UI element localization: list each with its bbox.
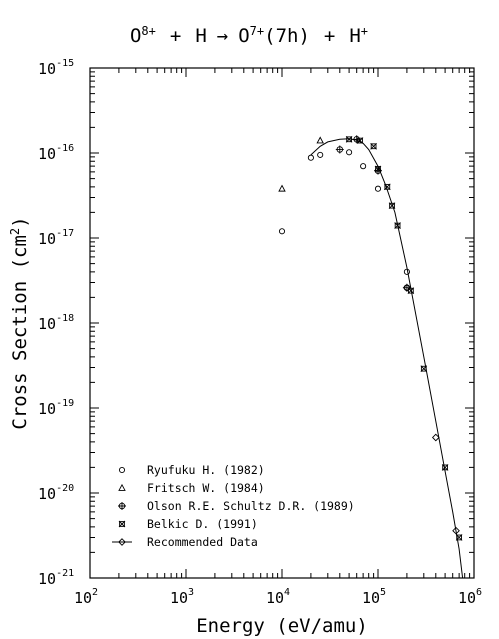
y-axis-label-close: )	[9, 216, 31, 227]
y-tick-label: 10-17	[38, 228, 74, 248]
legend-item: Recommended Data	[112, 535, 258, 549]
title-plus-1: +	[170, 25, 181, 47]
x-tick-label: 104	[266, 587, 290, 607]
data-point-circle	[118, 466, 126, 474]
title-product-atom: H	[349, 25, 360, 47]
data-point-diamond-line	[118, 538, 126, 546]
data-point-x-square	[370, 142, 377, 150]
recommended-curve-layer	[310, 138, 464, 579]
data-point-x-square	[455, 534, 463, 541]
legend: Ryufuku H. (1982) Fritsch W. (1984) Olson …	[112, 463, 355, 549]
title-reactant-ion: O	[130, 25, 141, 47]
data-point-circle	[403, 268, 410, 275]
data-point-circle	[307, 154, 314, 161]
title-product-atom-charge: +	[361, 24, 368, 38]
data-point-x-square	[394, 222, 401, 229]
legend-label: Belkic D. (1991)	[147, 517, 258, 531]
x-tick-labels: 102 103 104 105 106	[74, 587, 482, 607]
data-markers-layer	[278, 135, 463, 541]
legend-item: Fritsch W. (1984)	[118, 481, 265, 495]
data-point-circle	[360, 163, 367, 170]
title-reactant-atom: H	[195, 25, 206, 47]
data-point-triangle	[118, 483, 126, 491]
legend-label: Recommended Data	[147, 535, 258, 549]
x-tick-label: 103	[170, 587, 194, 607]
y-tick-label: 10-18	[38, 313, 74, 333]
y-tick-labels: 10-15 10-16 10-17 10-18 10-19 10-20 10-21	[38, 58, 74, 588]
data-point-diamond-line	[452, 526, 460, 535]
data-point-circle-plus	[118, 502, 126, 510]
legend-label: Ryufuku H. (1982)	[147, 463, 265, 477]
y-tick-label: 10-19	[38, 398, 74, 418]
data-point-circle	[317, 151, 324, 158]
data-point-triangle	[316, 136, 324, 144]
data-point-diamond-line	[403, 283, 411, 292]
y-axis-label-main: Cross Section (cm	[9, 235, 31, 429]
legend-item: Ryufuku H. (1982)	[118, 463, 265, 477]
x-tick-label: 106	[458, 587, 482, 607]
data-point-circle	[374, 185, 382, 192]
data-point-x-square	[388, 202, 396, 210]
data-point-x-square	[420, 365, 428, 373]
data-point-x-square	[118, 520, 126, 528]
title-product-ion-charge: 7+	[250, 24, 264, 38]
y-axis-label: Cross Section (cm2)	[8, 216, 31, 429]
y-tick-label: 10-15	[38, 58, 74, 78]
legend-label: Fritsch W. (1984)	[147, 481, 265, 495]
title-product-state: (7h)	[264, 25, 310, 47]
title-arrow: →	[217, 25, 228, 47]
legend-item: Olson R.E. Schultz D.R. (1989)	[118, 499, 355, 513]
legend-label: Olson R.E. Schultz D.R. (1989)	[147, 499, 355, 513]
data-point-x-square	[374, 165, 382, 173]
data-point-x-square	[356, 137, 364, 144]
x-tick-label: 102	[74, 587, 98, 607]
y-tick-label: 10-21	[38, 568, 74, 588]
legend-item: Belkic D. (1991)	[118, 517, 258, 531]
y-axis-label-exponent: 2	[8, 228, 22, 235]
axis-ticks	[89, 67, 475, 579]
data-point-diamond-line	[431, 433, 440, 442]
x-tick-label: 105	[362, 587, 386, 607]
data-point-triangle	[278, 184, 286, 192]
recommended-data-line	[310, 138, 464, 579]
data-point-circle-plus	[352, 135, 361, 144]
title-plus-2: +	[324, 25, 335, 47]
tick-marks	[89, 67, 475, 579]
y-tick-label: 10-16	[38, 143, 74, 163]
chart-title: O8+ + H → O7+(7h) + H+	[130, 24, 368, 47]
data-point-x-square	[441, 464, 449, 471]
title-product-ion: O	[238, 25, 249, 47]
y-tick-label: 10-20	[38, 483, 74, 503]
data-point-circle	[346, 149, 353, 156]
data-point-circle-plus	[335, 145, 344, 154]
data-point-circle	[278, 228, 286, 235]
data-point-x-square	[383, 183, 391, 191]
x-axis-label: Energy (eV/amu)	[196, 615, 368, 637]
data-point-x-square	[345, 135, 353, 143]
title-reactant-ion-charge: 8+	[141, 24, 155, 38]
